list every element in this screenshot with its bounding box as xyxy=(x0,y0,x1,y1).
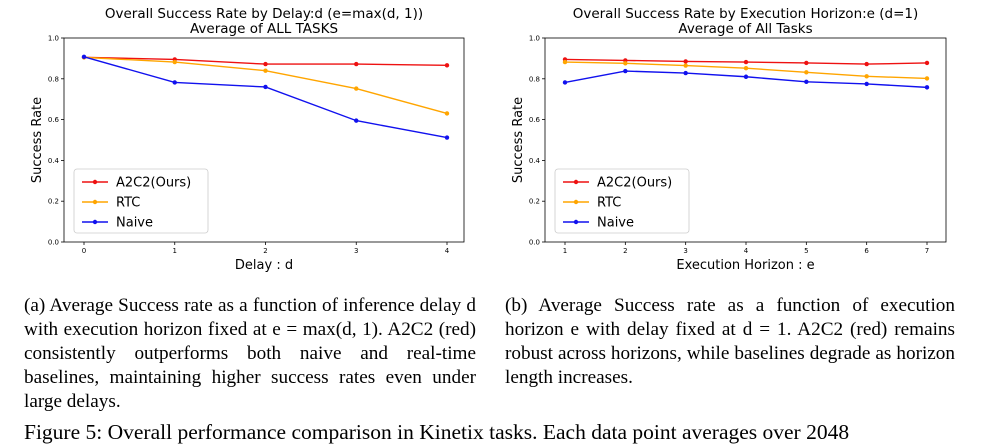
x-axis-label: Delay : d xyxy=(235,258,293,273)
legend-swatch-marker xyxy=(92,199,98,205)
data-point xyxy=(263,68,268,73)
y-tick-label: 0.0 xyxy=(48,239,59,247)
data-point xyxy=(683,63,688,68)
series-line xyxy=(564,70,928,89)
x-tick-label: 4 xyxy=(744,247,749,255)
x-tick-label: 1 xyxy=(173,247,177,255)
legend-label: Naive xyxy=(116,216,153,231)
data-point xyxy=(924,76,930,81)
data-point xyxy=(354,61,359,67)
data-point xyxy=(743,65,749,71)
legend: A2C2(Ours) RTC Naive xyxy=(73,168,209,234)
data-point xyxy=(263,84,268,90)
y-tick-label: 1.0 xyxy=(48,35,59,43)
x-tick-label: 0 xyxy=(82,247,86,255)
y-tick-label: 0.2 xyxy=(529,198,540,206)
chart-subtitle: Average of ALL TASKS xyxy=(190,21,338,37)
series-a2c2-ours xyxy=(562,57,930,67)
data-point xyxy=(444,135,450,140)
legend-box xyxy=(73,168,209,234)
x-axis-label: Execution Horizon : e xyxy=(676,258,814,273)
legend-box xyxy=(554,168,690,234)
y-axis-label: Success Rate xyxy=(30,97,45,183)
x-tick-label: 2 xyxy=(263,247,267,255)
legend-swatch-marker xyxy=(573,219,579,225)
data-point xyxy=(804,79,809,85)
data-point xyxy=(444,111,450,116)
data-point xyxy=(354,118,359,123)
y-tick-label: 0.0 xyxy=(529,239,540,247)
x-tick-label: 2 xyxy=(623,247,627,255)
data-point xyxy=(623,68,628,74)
chart-subtitle: Average of All Tasks xyxy=(678,21,812,37)
data-point xyxy=(683,70,688,76)
legend: A2C2(Ours) RTC Naive xyxy=(554,168,690,234)
data-point xyxy=(804,70,809,75)
data-point xyxy=(172,59,177,65)
y-tick-label: 0.4 xyxy=(48,157,60,165)
y-tick-label: 0.8 xyxy=(529,75,540,83)
data-point xyxy=(924,60,930,66)
data-point xyxy=(562,80,568,85)
legend-label: A2C2(Ours) xyxy=(597,176,672,191)
chart-title: Overall Success Rate by Execution Horizo… xyxy=(573,6,919,22)
series-a2c2-ours xyxy=(81,55,450,68)
y-tick-label: 0.6 xyxy=(48,116,60,124)
data-point xyxy=(354,86,359,91)
chart-title: Overall Success Rate by Delay:d (e=max(d… xyxy=(105,6,423,22)
legend-swatch-marker xyxy=(573,199,579,205)
data-point xyxy=(683,59,688,64)
legend-swatch-marker xyxy=(573,179,579,185)
data-point xyxy=(924,85,930,90)
legend-swatch-marker xyxy=(92,179,98,185)
legend-label: A2C2(Ours) xyxy=(116,176,191,191)
data-point xyxy=(864,81,869,87)
subcaption-b: (b) Average Success rate as a function o… xyxy=(505,295,955,388)
data-point xyxy=(864,61,869,67)
series-rtc xyxy=(562,59,930,81)
data-point xyxy=(562,59,568,65)
y-tick-label: 1.0 xyxy=(529,35,540,43)
series-naive xyxy=(562,68,930,90)
y-tick-label: 0.8 xyxy=(48,75,59,83)
chart-execution-horizon: Overall Success Rate by Execution Horizo… xyxy=(511,6,947,273)
figure-caption: Figure 5: Overall performance comparison… xyxy=(24,420,850,444)
legend-label: RTC xyxy=(597,196,621,211)
data-point xyxy=(623,61,628,66)
x-tick-label: 4 xyxy=(445,247,450,255)
data-point xyxy=(444,63,450,68)
legend-label: Naive xyxy=(597,216,634,231)
data-point xyxy=(743,59,749,65)
data-point xyxy=(804,60,809,66)
y-tick-label: 0.4 xyxy=(529,157,541,165)
y-tick-label: 0.6 xyxy=(529,116,541,124)
data-point xyxy=(172,80,177,85)
legend-label: RTC xyxy=(116,196,140,211)
plot-frame xyxy=(544,37,947,243)
legend-swatch-marker xyxy=(92,219,98,225)
plot-frame xyxy=(63,37,465,243)
data-point xyxy=(743,74,749,79)
x-tick-label: 6 xyxy=(864,247,869,255)
data-point xyxy=(864,74,869,79)
x-tick-label: 1 xyxy=(563,247,567,255)
x-tick-label: 7 xyxy=(925,247,929,255)
y-tick-label: 0.2 xyxy=(48,198,59,206)
x-tick-label: 3 xyxy=(683,247,687,255)
x-tick-label: 5 xyxy=(804,247,808,255)
subcaption-a: (a) Average Success rate as a function o… xyxy=(24,295,476,412)
data-point xyxy=(81,54,87,59)
y-axis-label: Success Rate xyxy=(511,97,526,183)
series-naive xyxy=(81,54,450,140)
data-point xyxy=(263,61,268,67)
x-tick-label: 3 xyxy=(354,247,358,255)
chart-delay: Overall Success Rate by Delay:d (e=max(d… xyxy=(30,6,465,273)
